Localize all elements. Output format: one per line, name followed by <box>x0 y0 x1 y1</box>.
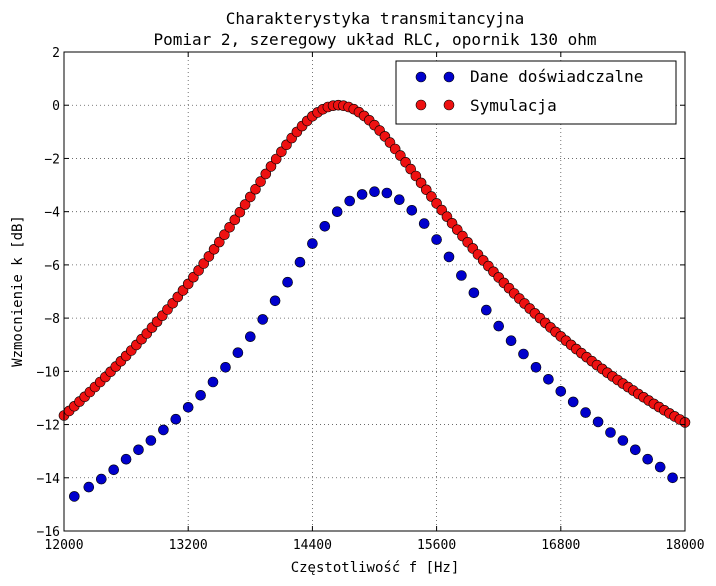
legend-label-dane: Dane doświadczalne <box>470 67 643 86</box>
dane-point <box>629 444 641 456</box>
y-tick-label: −8 <box>44 312 60 327</box>
axes-ticks: 12000 13200 14400 15600 16800 18000 2 0 −2 −4 −6 −8… <box>37 46 705 553</box>
y-axis-label: Wzmocnienie k [dB] <box>10 215 26 367</box>
dane-point <box>96 473 107 485</box>
dane-point <box>530 361 542 373</box>
dane-point <box>443 251 455 263</box>
dane-point <box>145 435 157 446</box>
dane-point <box>617 435 629 446</box>
dane-point <box>418 218 430 229</box>
dane-point <box>543 373 554 385</box>
dane-point <box>245 331 256 343</box>
legend-box <box>395 60 677 125</box>
legend-marker-dane-1 <box>415 71 427 83</box>
x-tick-label: 15600 <box>417 538 456 553</box>
symulacja-point <box>208 244 220 255</box>
dane-point <box>257 314 269 325</box>
legend-label-symulacja: Symulacja <box>470 96 557 115</box>
dane-point <box>133 444 144 456</box>
chart-title: Charakterystyka transmitancyjna <box>226 9 525 28</box>
dane-point <box>158 424 169 436</box>
dane-point <box>195 389 206 401</box>
dane-point <box>331 206 343 217</box>
dane-point <box>567 396 579 408</box>
legend: Dane doświadczalne Symulacja <box>395 60 677 125</box>
dane-point <box>294 256 306 268</box>
symulacja-point <box>260 168 272 180</box>
y-tick-label: 0 <box>52 99 60 114</box>
symulacja-point <box>198 258 209 269</box>
symulacja-point <box>224 222 235 233</box>
dane-point <box>555 385 567 397</box>
y-tick-label: −10 <box>37 365 60 380</box>
y-tick-label: −2 <box>44 152 60 167</box>
dane-point <box>468 287 480 299</box>
legend-marker-dane-2 <box>443 71 455 83</box>
dane-point <box>592 416 604 428</box>
dane-point <box>269 295 281 307</box>
legend-marker-symulacja-2 <box>443 99 455 111</box>
plot-area <box>58 99 691 502</box>
symulacja-point <box>203 251 215 262</box>
symulacja-point <box>255 176 266 187</box>
y-tick-label: −6 <box>44 259 60 274</box>
x-tick-label: 16800 <box>541 538 580 553</box>
dane-point <box>344 195 356 207</box>
symulacja-point <box>219 229 230 240</box>
dane-point <box>406 205 418 216</box>
x-tick-label: 12000 <box>44 538 83 553</box>
dane-point <box>393 194 405 205</box>
dane-point <box>232 347 244 359</box>
chart-subtitle: Pomiar 2, szeregowy układ RLC, opornik 1… <box>153 30 596 49</box>
dane-point <box>456 270 467 281</box>
dane-point <box>69 491 80 502</box>
plot-frame <box>63 51 686 532</box>
symulacja-point <box>265 161 277 172</box>
symulacja-point <box>239 199 251 210</box>
symulacja-point <box>234 206 246 218</box>
symulacja-point <box>270 153 282 165</box>
legend-marker-symulacja-1 <box>415 99 427 111</box>
y-tick-label: 2 <box>52 46 60 61</box>
y-tick-label: −12 <box>37 419 60 434</box>
dane-point <box>381 187 393 199</box>
symulacja-point <box>229 214 241 226</box>
dane-point <box>642 453 654 465</box>
dane-point <box>282 276 293 288</box>
x-tick-label: 14400 <box>293 538 332 553</box>
symulacja-point <box>250 183 261 195</box>
dane-point <box>493 320 505 332</box>
dane-point <box>667 472 678 484</box>
dane-point <box>182 401 194 413</box>
dane-point <box>307 238 318 249</box>
dane-point <box>518 348 529 360</box>
dane-point <box>207 376 219 388</box>
x-tick-label: 13200 <box>169 538 208 553</box>
y-tick-label: −14 <box>37 472 61 487</box>
dane-point <box>356 189 368 200</box>
dane-point <box>319 221 331 232</box>
x-tick-label: 18000 <box>665 538 704 553</box>
dane-point <box>220 361 231 373</box>
dane-point <box>108 464 119 476</box>
dane-point <box>369 186 380 197</box>
dane-point <box>170 413 182 425</box>
dane-point <box>605 427 616 438</box>
y-tick-label: −4 <box>44 206 60 221</box>
symulacja-point <box>214 236 225 248</box>
dane-point <box>431 234 442 245</box>
dane-point <box>505 335 517 347</box>
symulacja-point <box>245 191 256 203</box>
dane-point <box>580 407 591 418</box>
x-axis-label: Częstotliwość f [Hz] <box>291 560 460 576</box>
dane-point <box>654 461 666 473</box>
y-tick-label: −16 <box>37 525 60 540</box>
dane-point <box>83 481 95 493</box>
dane-point <box>120 453 132 465</box>
dane-point <box>480 304 492 316</box>
